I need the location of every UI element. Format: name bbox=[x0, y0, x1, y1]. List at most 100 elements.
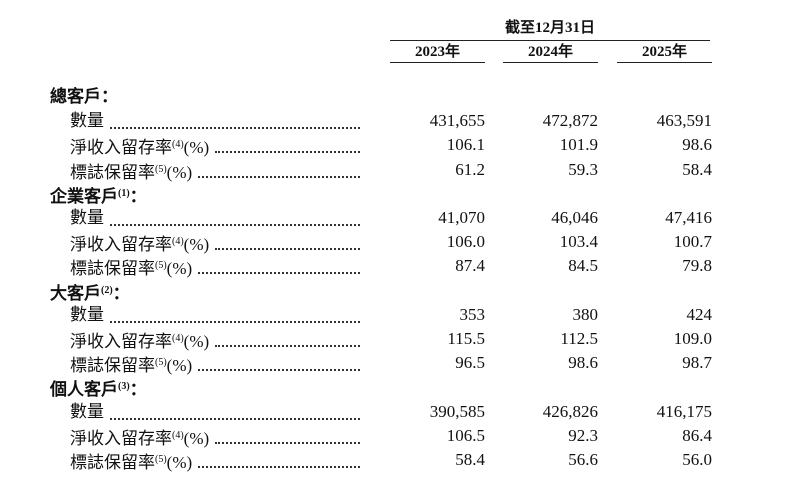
colon: ： bbox=[129, 380, 147, 400]
cell-value: 106.0 bbox=[446, 232, 485, 252]
footnote-ref: (5) bbox=[155, 260, 167, 272]
footnote-ref: (4) bbox=[172, 429, 184, 441]
cell-value: 472,872 bbox=[542, 111, 598, 131]
section-name: 大客戶 bbox=[50, 283, 101, 303]
label: 淨收入留存率 bbox=[70, 332, 172, 351]
label: 標誌保留率 bbox=[70, 453, 155, 472]
cell-value: 47,416 bbox=[665, 208, 712, 227]
cell-value: 101.9 bbox=[559, 135, 598, 155]
row-label: 數量 bbox=[70, 304, 104, 326]
cell-value: 56.0 bbox=[682, 450, 712, 469]
cell-value: 98.6 bbox=[682, 135, 712, 155]
row-label: 淨收入留存率(4)(%) bbox=[70, 231, 209, 256]
cell-value: 106.5 bbox=[446, 425, 485, 445]
dot-leader bbox=[110, 320, 360, 323]
cell-value: 390,585 bbox=[429, 401, 485, 421]
footnote-ref: (4) bbox=[172, 236, 184, 248]
dot-leader bbox=[198, 175, 360, 178]
cell-value: 98.6 bbox=[568, 353, 598, 373]
dot-leader bbox=[198, 272, 360, 275]
footnote-ref: (4) bbox=[172, 333, 184, 344]
unit: (%) bbox=[183, 138, 210, 158]
row-label: 數量 bbox=[70, 207, 104, 229]
label: 標誌保留率 bbox=[70, 259, 155, 279]
dot-leader bbox=[198, 466, 360, 468]
colon: ： bbox=[129, 186, 147, 206]
cell-value: 106.1 bbox=[446, 135, 485, 155]
year-rule bbox=[390, 62, 485, 63]
label: 淨收入留存率 bbox=[70, 428, 172, 448]
cell-value: 380 bbox=[572, 304, 599, 324]
year-rule bbox=[503, 62, 598, 63]
cell-value: 353 bbox=[459, 304, 486, 324]
label: 淨收入留存率 bbox=[70, 138, 172, 158]
footnote-ref: (5) bbox=[155, 454, 167, 465]
dot-leader bbox=[110, 417, 360, 420]
footnote-ref: (2) bbox=[101, 284, 113, 296]
dot-leader bbox=[215, 248, 360, 251]
unit: (%) bbox=[166, 162, 193, 182]
cell-value: 41,070 bbox=[438, 208, 485, 227]
dot-leader bbox=[215, 345, 360, 347]
row-label: 淨收入留存率(4)(%) bbox=[70, 425, 209, 450]
footnote-ref: (5) bbox=[155, 163, 167, 175]
label: 數量 bbox=[70, 304, 104, 324]
label: 標誌保留率 bbox=[70, 356, 155, 376]
cell-value: 46,046 bbox=[551, 208, 598, 227]
dot-leader bbox=[110, 224, 360, 226]
cell-value: 109.0 bbox=[673, 329, 712, 348]
cell-value: 87.4 bbox=[455, 256, 485, 276]
unit: (%) bbox=[166, 453, 193, 472]
year-header: 2023年 bbox=[414, 44, 460, 60]
cell-value: 431,655 bbox=[429, 111, 485, 131]
section-name: 個人客戶 bbox=[50, 380, 118, 400]
label: 數量 bbox=[70, 401, 104, 421]
cell-value: 96.5 bbox=[455, 353, 485, 373]
unit: (%) bbox=[183, 332, 210, 351]
label: 標誌保留率 bbox=[70, 162, 155, 182]
cell-value: 463,591 bbox=[656, 111, 712, 131]
year-rule bbox=[617, 62, 712, 63]
row-label: 標誌保留率(5)(%) bbox=[70, 352, 192, 377]
header-rule bbox=[390, 40, 710, 41]
label: 數量 bbox=[70, 208, 104, 227]
row-label: 數量 bbox=[70, 401, 104, 423]
period-header: 截至12月31日 bbox=[504, 20, 595, 36]
row-label: 淨收入留存率(4)(%) bbox=[70, 134, 209, 159]
footnote-ref: (3) bbox=[118, 381, 130, 393]
row-label: 標誌保留率(5)(%) bbox=[70, 159, 192, 184]
row-label: 標誌保留率(5)(%) bbox=[70, 255, 192, 280]
cell-value: 103.4 bbox=[559, 232, 598, 252]
row-label: 標誌保留率(5)(%) bbox=[70, 449, 192, 474]
dot-leader bbox=[215, 441, 360, 444]
cell-value: 56.6 bbox=[568, 450, 598, 469]
section-title: 個人客戶(3)： bbox=[50, 376, 147, 401]
dot-leader bbox=[215, 151, 360, 154]
row-label: 淨收入留存率(4)(%) bbox=[70, 328, 209, 353]
footnote-ref: (5) bbox=[155, 357, 167, 369]
unit: (%) bbox=[183, 428, 210, 448]
cell-value: 61.2 bbox=[455, 159, 485, 179]
cell-value: 79.8 bbox=[682, 256, 712, 276]
year-header: 2024年 bbox=[527, 44, 573, 60]
year-header: 2025年 bbox=[641, 44, 687, 60]
label: 淨收入留存率 bbox=[70, 235, 172, 255]
section-title: 大客戶(2)： bbox=[50, 280, 130, 305]
cell-value: 416,175 bbox=[656, 401, 712, 421]
cell-value: 115.5 bbox=[447, 329, 485, 348]
dot-leader bbox=[198, 369, 360, 372]
section-title: 總客戶： bbox=[50, 86, 118, 108]
row-label: 數量 bbox=[70, 110, 104, 132]
cell-value: 84.5 bbox=[568, 256, 598, 276]
cell-value: 426,826 bbox=[542, 401, 598, 421]
dot-leader bbox=[110, 127, 360, 130]
cell-value: 58.4 bbox=[455, 450, 485, 469]
section-title: 企業客戶(1)： bbox=[50, 183, 147, 208]
cell-value: 58.4 bbox=[682, 159, 712, 179]
colon: ： bbox=[112, 283, 130, 303]
cell-value: 100.7 bbox=[673, 232, 712, 252]
footnote-ref: (4) bbox=[172, 139, 184, 151]
cell-value: 112.5 bbox=[560, 329, 598, 348]
unit: (%) bbox=[166, 259, 193, 279]
